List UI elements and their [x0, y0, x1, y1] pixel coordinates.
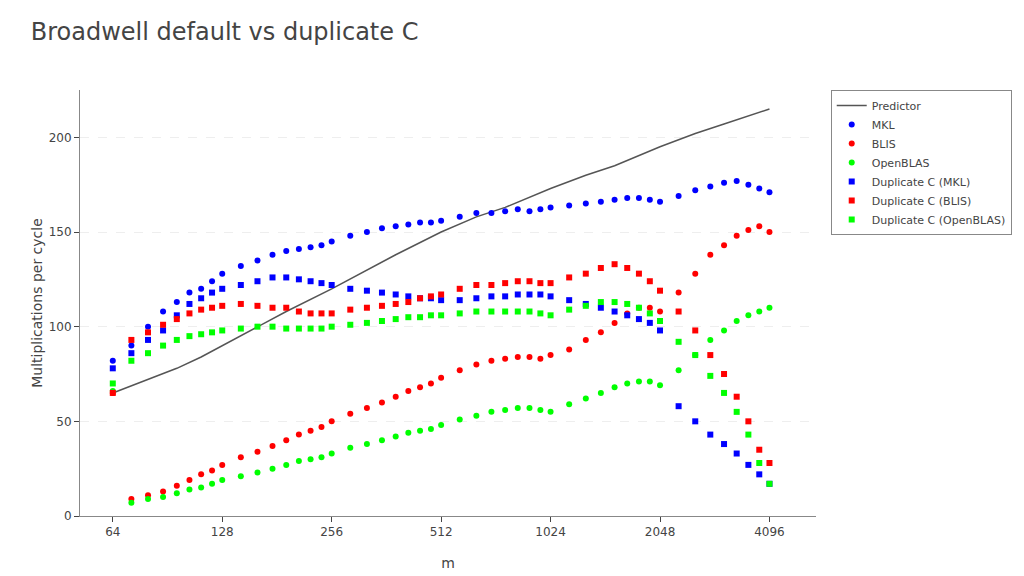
svg-text:100: 100: [49, 320, 72, 334]
svg-text:4096: 4096: [754, 525, 785, 539]
svg-text:Broadwell default vs duplicate: Broadwell default vs duplicate C: [31, 18, 419, 46]
svg-text:2048: 2048: [645, 525, 676, 539]
svg-text:64: 64: [105, 525, 120, 539]
svg-text:200: 200: [49, 131, 72, 145]
svg-text:Multiplications per cycle: Multiplications per cycle: [29, 218, 45, 388]
svg-text:150: 150: [49, 225, 72, 239]
svg-text:512: 512: [430, 525, 453, 539]
svg-text:0: 0: [64, 509, 72, 523]
svg-text:m: m: [441, 555, 455, 571]
svg-text:256: 256: [320, 525, 343, 539]
svg-text:MKL: MKL: [872, 119, 896, 132]
svg-text:50: 50: [56, 415, 71, 429]
svg-text:Duplicate C (BLIS): Duplicate C (BLIS): [872, 195, 972, 208]
svg-text:Predictor: Predictor: [872, 100, 922, 113]
svg-text:Duplicate C (OpenBLAS): Duplicate C (OpenBLAS): [872, 214, 1005, 227]
svg-text:128: 128: [211, 525, 234, 539]
svg-text:BLIS: BLIS: [872, 138, 896, 151]
svg-text:OpenBLAS: OpenBLAS: [872, 157, 930, 170]
svg-text:Duplicate C (MKL): Duplicate C (MKL): [872, 176, 971, 189]
svg-text:1024: 1024: [535, 525, 566, 539]
